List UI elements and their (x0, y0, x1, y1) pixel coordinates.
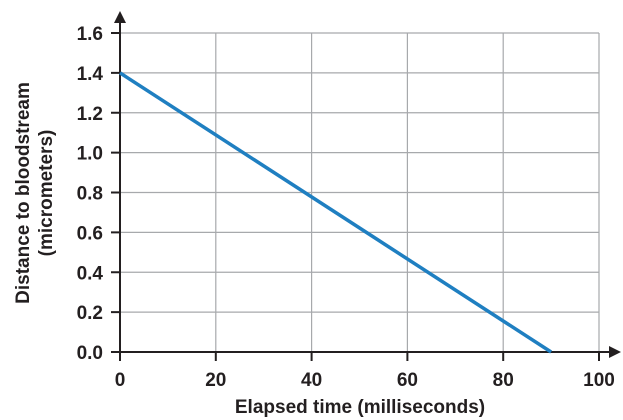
series-line (119, 71, 553, 354)
series-group (119, 71, 553, 354)
y-axis-title-line-2: (micrometers) (36, 130, 57, 257)
y-tick-label: 0.8 (77, 184, 103, 205)
x-tick-label: 100 (583, 370, 615, 391)
y-tick-label: 1.2 (77, 104, 103, 125)
x-axis-title: Elapsed time (milliseconds) (235, 397, 485, 418)
ticks: 0 20 40 60 80 100 0.0 0.2 0.4 0.6 0.8 1.0 1.2 1.4 1.6 (77, 24, 615, 391)
grid (120, 32, 600, 352)
y-tick-label: 1.0 (77, 144, 103, 165)
x-tick-label: 60 (397, 370, 418, 391)
x-tick-label: 20 (205, 370, 226, 391)
y-tick-label: 0.6 (77, 223, 103, 244)
y-tick-label: 0.2 (77, 303, 103, 324)
y-tick-label: 0.0 (77, 343, 103, 364)
y-tick-label: 1.6 (77, 24, 103, 45)
y-axis-arrow (114, 11, 126, 23)
axes (114, 11, 621, 358)
x-tick-label: 80 (493, 370, 514, 391)
y-tick-label: 0.4 (77, 263, 104, 284)
y-tick-label: 1.4 (77, 64, 104, 85)
x-axis-arrow (609, 346, 621, 358)
x-tick-label: 0 (115, 370, 126, 391)
x-tick-label: 40 (301, 370, 322, 391)
y-axis-title-line-1: Distance to bloodstream (13, 82, 34, 304)
